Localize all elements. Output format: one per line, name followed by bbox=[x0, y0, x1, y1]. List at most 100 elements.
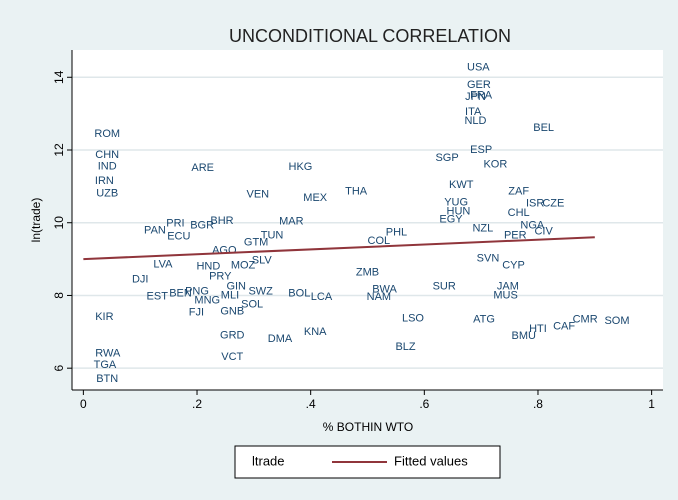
point-label: HTI bbox=[529, 323, 547, 335]
y-tick-label: 8 bbox=[52, 292, 66, 299]
point-label: CYP bbox=[502, 260, 525, 272]
point-label: VCT bbox=[221, 351, 243, 363]
point-label: USA bbox=[467, 61, 490, 73]
point-label: FJI bbox=[189, 306, 204, 318]
point-label: CHL bbox=[508, 207, 530, 219]
point-label: MEX bbox=[303, 192, 328, 204]
point-label: CHN bbox=[95, 149, 119, 161]
x-tick-label: .2 bbox=[192, 397, 202, 411]
point-label: PRY bbox=[209, 270, 232, 282]
point-label: THA bbox=[345, 186, 368, 198]
point-label: PNG bbox=[185, 286, 209, 298]
legend-label: ltrade bbox=[252, 453, 285, 468]
point-label: ZMB bbox=[356, 266, 379, 278]
point-label: HND bbox=[196, 260, 220, 272]
point-label: ROM bbox=[94, 128, 120, 140]
point-label: ARE bbox=[191, 162, 214, 174]
point-label: ATG bbox=[473, 313, 495, 325]
point-label: IND bbox=[98, 160, 117, 172]
point-label: MNG bbox=[194, 294, 220, 306]
point-label: YUG bbox=[444, 197, 468, 209]
point-label: HUN bbox=[447, 206, 471, 218]
point-label: PHL bbox=[386, 226, 407, 238]
x-tick-label: 1 bbox=[648, 397, 655, 411]
point-label: JPN bbox=[465, 91, 486, 103]
point-label: EST bbox=[147, 290, 169, 302]
point-label: GTM bbox=[244, 237, 268, 249]
point-label: ISR bbox=[526, 198, 544, 210]
point-label: ESP bbox=[470, 144, 492, 156]
point-label: TGA bbox=[94, 359, 117, 371]
point-label: BEL bbox=[533, 122, 554, 134]
point-label: ITA bbox=[465, 106, 482, 118]
point-label: KWT bbox=[449, 179, 474, 191]
point-label: JAM bbox=[497, 280, 519, 292]
point-label: BTN bbox=[96, 373, 118, 385]
point-label: MAR bbox=[279, 216, 304, 228]
plot-area bbox=[72, 50, 663, 390]
point-label: SUR bbox=[433, 280, 456, 292]
point-label: PRI bbox=[166, 218, 184, 230]
point-label: BWA bbox=[372, 284, 397, 296]
point-label: BLZ bbox=[395, 341, 415, 353]
point-label: GIN bbox=[226, 280, 246, 292]
point-label: MOZ bbox=[231, 260, 256, 272]
point-label: GER bbox=[467, 79, 491, 91]
point-label: KOR bbox=[483, 158, 507, 170]
point-label: SOL bbox=[241, 298, 263, 310]
point-label: DMA bbox=[268, 333, 293, 345]
point-label: VEN bbox=[247, 189, 270, 201]
point-label: CIV bbox=[534, 226, 553, 238]
point-label: LCA bbox=[311, 291, 333, 303]
x-axis-label: % BOTHIN WTO bbox=[323, 420, 413, 434]
point-label: COL bbox=[368, 235, 391, 247]
point-label: RWA bbox=[95, 348, 121, 360]
point-label: SGP bbox=[435, 152, 458, 164]
x-tick-label: .6 bbox=[419, 397, 429, 411]
point-label: NGA bbox=[520, 220, 545, 232]
point-label: CAF bbox=[553, 320, 575, 332]
point-label: MUS bbox=[493, 289, 517, 301]
chart-title: UNCONDITIONAL CORRELATION bbox=[229, 26, 511, 46]
point-label: FRA bbox=[470, 89, 493, 101]
point-label: SWZ bbox=[248, 286, 273, 298]
point-label: PAN bbox=[144, 225, 166, 237]
point-label: ZAF bbox=[508, 186, 529, 198]
point-label: ECU bbox=[167, 230, 190, 242]
point-label: BOL bbox=[288, 288, 310, 300]
point-label: GRD bbox=[220, 329, 245, 341]
point-label: CMR bbox=[573, 313, 598, 325]
y-axis-label: ln(trade) bbox=[29, 198, 43, 243]
x-tick-label: .8 bbox=[533, 397, 543, 411]
fitted-line bbox=[83, 236, 595, 261]
point-label: DJI bbox=[132, 273, 149, 285]
point-label: PER bbox=[504, 230, 527, 242]
legend-label: Fitted values bbox=[394, 453, 468, 468]
y-tick-label: 10 bbox=[52, 216, 66, 230]
point-label: NAM bbox=[367, 291, 391, 303]
point-label: SVN bbox=[477, 253, 500, 265]
point-label: BMU bbox=[512, 330, 537, 342]
point-label: IRN bbox=[95, 175, 114, 187]
point-label: HKG bbox=[289, 161, 313, 173]
point-label: BGR bbox=[190, 220, 214, 232]
point-label: GNB bbox=[220, 305, 244, 317]
point-label: LSO bbox=[402, 312, 424, 324]
point-label: SOM bbox=[604, 315, 629, 327]
point-label: BEN bbox=[169, 288, 192, 300]
point-label: KIR bbox=[95, 311, 113, 323]
point-label: KNA bbox=[304, 326, 327, 338]
x-tick-label: .4 bbox=[306, 397, 316, 411]
point-label: TUN bbox=[261, 230, 284, 242]
point-label: MLI bbox=[221, 289, 239, 301]
point-label: SLV bbox=[252, 254, 273, 266]
point-label: NLD bbox=[464, 115, 486, 127]
point-label: AGO bbox=[212, 245, 237, 257]
y-tick-label: 14 bbox=[52, 70, 66, 84]
point-label: CZE bbox=[542, 198, 564, 210]
point-label: NZL bbox=[472, 222, 493, 234]
point-label: LVA bbox=[153, 258, 173, 270]
point-label: BHR bbox=[210, 215, 233, 227]
y-tick-label: 6 bbox=[52, 365, 66, 372]
